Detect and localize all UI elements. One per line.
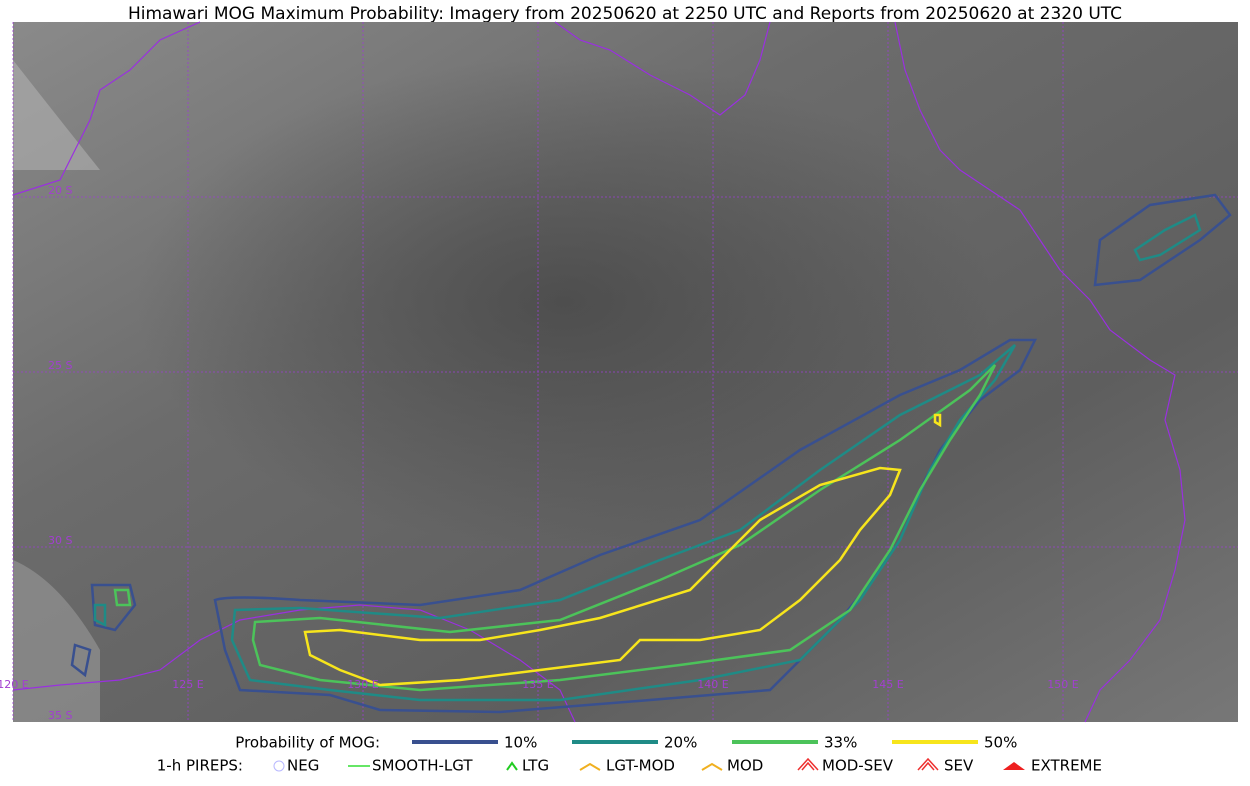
lat-label: 25 S: [48, 359, 72, 372]
lat-labels: 20 S 25 S 30 S 35 S: [48, 184, 72, 722]
lon-label: 135 E: [522, 678, 553, 691]
legend-symbol: [917, 757, 939, 771]
lon-label: 120 E: [0, 678, 29, 691]
lat-label: 30 S: [48, 534, 72, 547]
legend-item: LTG: [522, 757, 549, 775]
lon-label: 130 E: [347, 678, 378, 691]
pireps-legend: 1-h PIREPS: NEG SMOOTH-LGT LTG LGT-MOD M…: [157, 757, 1102, 775]
legend-item: 50%: [984, 734, 1017, 752]
probability-contours: [70, 193, 1232, 714]
legend-item: MOD: [727, 757, 763, 775]
legend-item: MOD-SEV: [822, 757, 894, 775]
legend-item: SMOOTH-LGT: [372, 757, 473, 775]
legend-item: NEG: [287, 757, 319, 775]
legend-item: 10%: [504, 734, 537, 752]
lon-label: 150 E: [1047, 678, 1078, 691]
legend-item: LGT-MOD: [606, 757, 675, 775]
legend-item: 33%: [824, 734, 857, 752]
legend-symbol: [797, 757, 819, 771]
probability-legend: Probability of MOG: 10% 20% 33% 50%: [235, 734, 1017, 752]
legend-symbol: [506, 761, 518, 771]
legend-symbol: [579, 762, 601, 771]
map-title: Himawari MOG Maximum Probability: Imager…: [128, 4, 1122, 24]
lat-label: 35 S: [48, 709, 72, 722]
legend-symbol: [273, 760, 285, 772]
legend-item: EXTREME: [1031, 757, 1102, 775]
legend-label: 1-h PIREPS:: [157, 757, 243, 775]
legend-item: SEV: [944, 757, 974, 775]
lat-label: 20 S: [48, 184, 72, 197]
grid: [12, 22, 1238, 722]
legend-symbol: [1003, 762, 1025, 770]
legend-item: 20%: [664, 734, 697, 752]
lon-labels: 120 E 125 E 130 E 135 E 140 E 145 E 150 E: [0, 678, 1079, 691]
lon-label: 145 E: [872, 678, 903, 691]
legend-symbol: [701, 762, 723, 771]
legend-label: Probability of MOG:: [235, 734, 380, 752]
coastline: [12, 21, 1186, 723]
lon-label: 140 E: [697, 678, 728, 691]
lon-label: 125 E: [172, 678, 203, 691]
